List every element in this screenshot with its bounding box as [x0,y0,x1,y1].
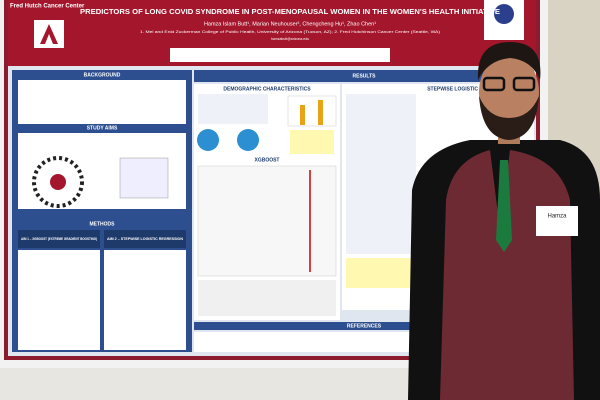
name-tag [536,206,578,236]
caption-box [198,280,336,316]
table [198,94,268,124]
section-heading: BACKGROUND [84,72,121,78]
poster-email: hamzabutt@arizona.edu [271,37,309,41]
references-bar [194,322,534,330]
aim2-panel [104,250,186,350]
poster-title: PREDICTORS OF LONG COVID SYNDROME IN POS… [80,7,500,16]
aim1-panel [18,250,100,350]
background-panel [18,80,186,124]
aim1-header [18,230,100,248]
section-heading: STUDY AIMS [87,125,118,131]
tie [496,160,512,252]
hair [477,42,541,80]
poster-affiliations: 1. Mel and Enid Zuckerman College of Pub… [140,30,440,34]
chart-image-bar [300,105,305,125]
section-heading: REFERENCES [347,323,382,329]
section-heading: DEMOGRAPHIC CHARACTERISTICS [223,86,311,92]
diagram-ring [32,156,84,208]
banner [170,48,390,62]
aim2-header [104,230,186,248]
section-heading: XGBOOST [254,157,279,163]
face [479,54,539,130]
ua-logo-mark [40,24,58,44]
chart-image-bar [318,100,323,125]
section-heading: STEPWISE LOGISTIC REGRESSION [427,86,513,92]
name-tag-text: Hamza [547,214,567,220]
chart-image [287,95,337,127]
beard [479,96,539,140]
regression-table [346,94,416,254]
note-box [346,258,416,288]
results-bar [194,70,534,82]
whi-logo-mark [494,4,514,24]
method-heading: AIM 1 – XGBOOST (EXTREME GRADIENT BOOSTI… [21,237,97,241]
section-heading: METHODS [90,221,116,227]
pie-image [237,129,259,151]
pie-image [197,129,219,151]
method-heading: AIM 2 – STEPWISE LOGISTIC REGRESSION [107,237,183,241]
note-box [290,130,334,154]
feature-plot [197,165,337,277]
poster-authors: Hamza Islam Butt¹, Marian Neuhouser², Ch… [204,21,376,27]
logo-text: Fred Hutch Cancer Center [10,4,85,10]
diagram-center [50,174,66,190]
diagram-box [119,157,169,199]
section-heading: RESULTS [353,73,377,79]
glasses [512,76,536,92]
glasses [482,76,506,92]
